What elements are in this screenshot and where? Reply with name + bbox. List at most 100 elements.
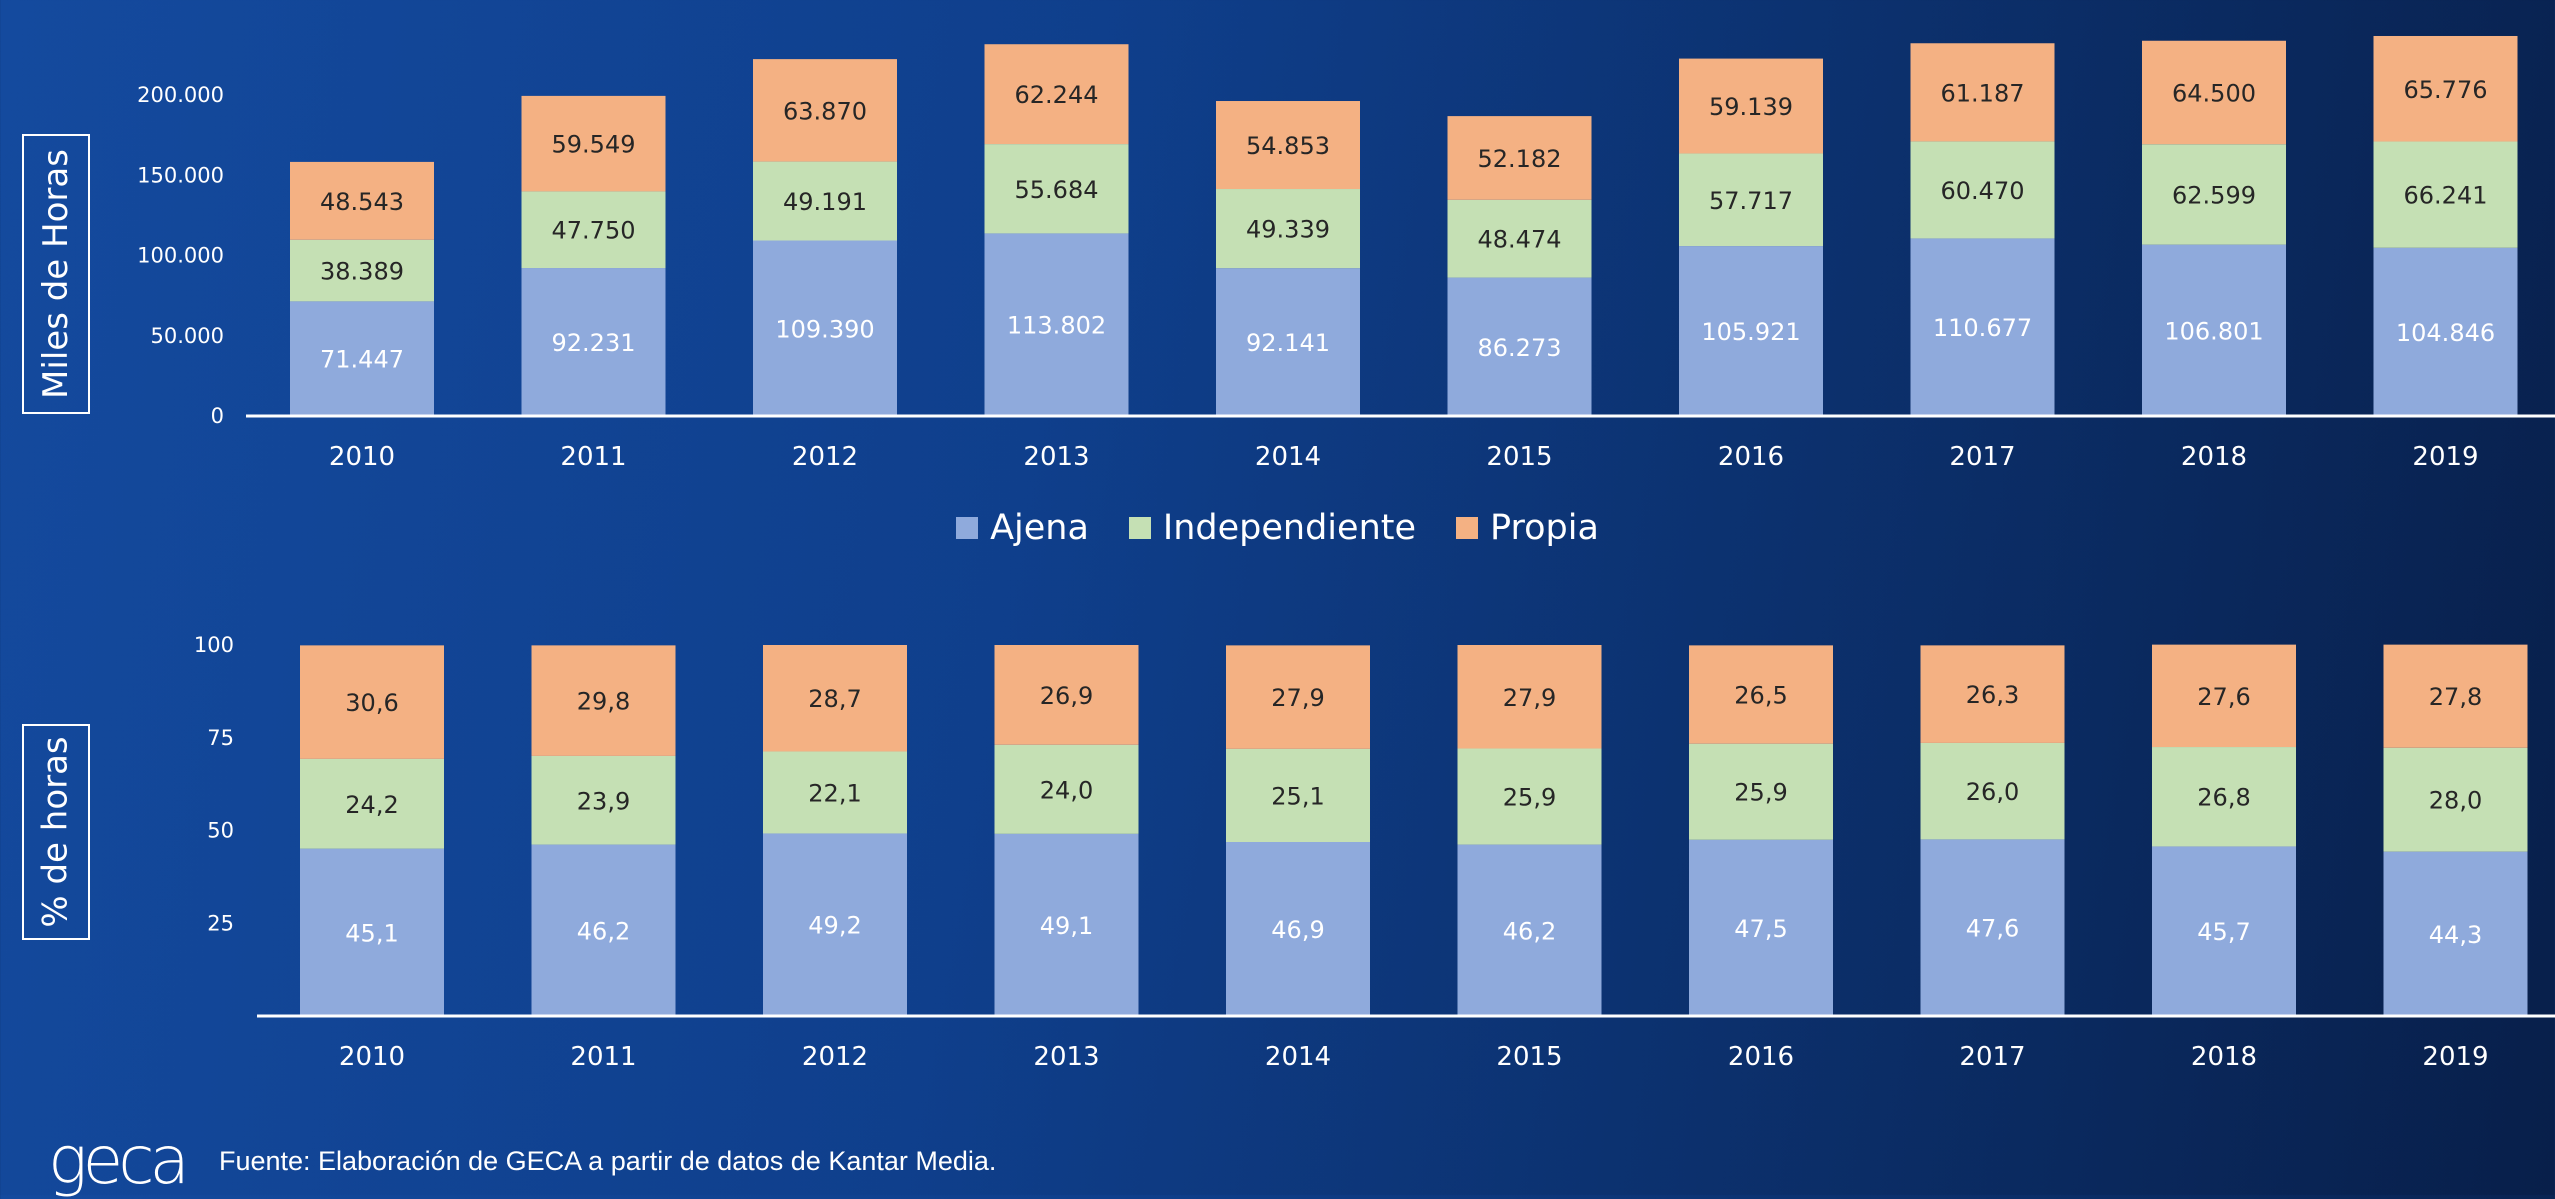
top-bar-propia xyxy=(521,95,666,192)
bottom-xtick-label: 2015 xyxy=(1496,1042,1562,1072)
top-data-label-independiente: 62.599 xyxy=(2172,181,2256,209)
legend-item-independiente: Independiente xyxy=(1128,508,1416,548)
bottom-data-label-propia: 26,9 xyxy=(1040,682,1093,710)
bottom-ytick-label: 100 xyxy=(194,633,234,657)
source-note: Fuente: Elaboración de GECA a partir de … xyxy=(218,1145,997,1176)
top-bar-independiente xyxy=(2142,144,2286,245)
bottom-data-label-propia: 27,6 xyxy=(2197,683,2250,711)
top-ytick-label: 150.000 xyxy=(137,163,224,187)
top-bar-propia xyxy=(2373,35,2518,142)
bottom-xtick-label: 2019 xyxy=(2422,1042,2488,1072)
bottom-bar-independiente xyxy=(763,751,907,834)
bottom-data-label-independiente: 22,1 xyxy=(808,779,861,807)
top-bar-ajena xyxy=(984,233,1129,416)
top-bar-ajena xyxy=(521,268,666,416)
top-ytick-label: 100.000 xyxy=(137,244,224,268)
bottom-bar-propia xyxy=(2152,644,2296,748)
top-xtick-label: 2010 xyxy=(329,442,395,472)
top-data-label-ajena: 104.846 xyxy=(2396,319,2495,347)
bottom-bar-ajena xyxy=(994,833,1139,1016)
bottom-bar-independiente xyxy=(531,755,676,845)
top-bar-propia xyxy=(2142,40,2286,145)
bottom-xtick-label: 2017 xyxy=(1959,1042,2025,1072)
top-chart-ylabel-box: Miles de Horas xyxy=(22,134,90,414)
bottom-bar-independiente xyxy=(300,758,444,849)
top-data-label-propia: 48.543 xyxy=(320,188,404,216)
bottom-bar-independiente xyxy=(2152,747,2296,847)
bottom-chart-ylabel-box: % de horas xyxy=(22,724,90,940)
top-bar-independiente xyxy=(753,161,897,241)
top-data-label-independiente: 47.750 xyxy=(552,217,636,245)
bottom-bar-propia xyxy=(300,645,444,759)
bottom-bar-ajena xyxy=(763,833,907,1016)
bottom-bar-propia xyxy=(1457,645,1602,749)
top-data-label-ajena: 71.447 xyxy=(320,346,404,374)
top-bar-ajena xyxy=(1910,238,2055,416)
bottom-data-label-ajena: 49,1 xyxy=(1040,912,1093,940)
bottom-data-label-ajena: 47,6 xyxy=(1966,915,2019,943)
bottom-data-label-ajena: 47,5 xyxy=(1734,915,1787,943)
bottom-chart-ylabel: % de horas xyxy=(36,736,76,928)
bottom-xtick-label: 2018 xyxy=(2191,1042,2257,1072)
top-data-label-independiente: 57.717 xyxy=(1709,187,1793,215)
bottom-bar-ajena xyxy=(1457,844,1602,1016)
bottom-data-label-propia: 26,3 xyxy=(1966,681,2019,709)
bottom-ytick-label: 25 xyxy=(207,911,234,935)
bottom-data-label-ajena: 46,9 xyxy=(1271,916,1324,944)
bottom-bar-propia xyxy=(1920,645,2065,743)
bottom-data-label-propia: 27,8 xyxy=(2429,683,2482,711)
top-bar-propia xyxy=(1216,101,1360,190)
bottom-bar-independiente xyxy=(1226,748,1370,843)
footer: geca Fuente: Elaboración de GECA a parti… xyxy=(48,1128,996,1194)
bottom-data-label-independiente: 24,0 xyxy=(1040,776,1093,804)
top-chart-ylabel: Miles de Horas xyxy=(36,149,76,399)
top-data-label-propia: 61.187 xyxy=(1941,79,2025,107)
top-data-label-ajena: 113.802 xyxy=(1007,312,1106,340)
legend-swatch-ajena xyxy=(956,517,979,539)
top-bar-ajena xyxy=(1679,246,1823,416)
top-data-label-propia: 65.776 xyxy=(2404,76,2488,104)
top-xtick-label: 2014 xyxy=(1255,442,1321,472)
top-xtick-label: 2019 xyxy=(2412,442,2478,472)
legend-label-ajena: Ajena xyxy=(990,508,1089,548)
top-xtick-label: 2016 xyxy=(1718,442,1784,472)
top-bar-independiente xyxy=(1216,189,1360,269)
bottom-bar-ajena xyxy=(1689,839,1833,1016)
bottom-bar-ajena xyxy=(531,844,676,1016)
bottom-bar-ajena xyxy=(300,848,444,1016)
legend-item-ajena: Ajena xyxy=(956,508,1089,548)
top-data-label-propia: 54.853 xyxy=(1246,132,1330,160)
top-bar-propia xyxy=(984,44,1129,145)
top-bar-independiente xyxy=(984,144,1129,234)
top-ytick-label: 0 xyxy=(211,404,224,428)
top-data-label-independiente: 38.389 xyxy=(320,258,404,286)
top-data-label-propia: 62.244 xyxy=(1015,81,1099,109)
bottom-data-label-independiente: 25,9 xyxy=(1503,784,1556,812)
bottom-data-label-propia: 30,6 xyxy=(345,689,398,717)
bottom-bar-propia xyxy=(763,645,907,752)
top-data-label-propia: 64.500 xyxy=(2172,79,2256,107)
bottom-data-label-independiente: 25,9 xyxy=(1734,779,1787,807)
bottom-data-label-ajena: 49,2 xyxy=(808,912,861,940)
top-bar-propia xyxy=(753,59,897,162)
bottom-xtick-label: 2014 xyxy=(1265,1042,1331,1072)
bottom-data-label-propia: 27,9 xyxy=(1503,684,1556,712)
top-data-label-ajena: 92.141 xyxy=(1246,329,1330,357)
bottom-data-label-ajena: 45,1 xyxy=(345,919,398,947)
bottom-bar-independiente xyxy=(994,744,1139,834)
top-data-label-independiente: 66.241 xyxy=(2404,182,2488,210)
bottom-data-label-propia: 28,7 xyxy=(808,685,861,713)
legend-swatch-independiente xyxy=(1128,517,1151,539)
top-xtick-label: 2011 xyxy=(560,442,626,472)
top-data-label-ajena: 86.273 xyxy=(1478,334,1562,362)
bottom-data-label-independiente: 24,2 xyxy=(345,791,398,819)
top-ytick-label: 50.000 xyxy=(151,324,224,348)
top-bar-independiente xyxy=(1447,199,1592,278)
top-bar-propia xyxy=(1679,58,1823,154)
bottom-bar-ajena xyxy=(1920,839,2065,1016)
top-xtick-label: 2012 xyxy=(792,442,858,472)
top-bar-independiente xyxy=(521,191,666,269)
bottom-xtick-label: 2011 xyxy=(570,1042,636,1072)
bottom-data-label-independiente: 23,9 xyxy=(577,787,630,815)
